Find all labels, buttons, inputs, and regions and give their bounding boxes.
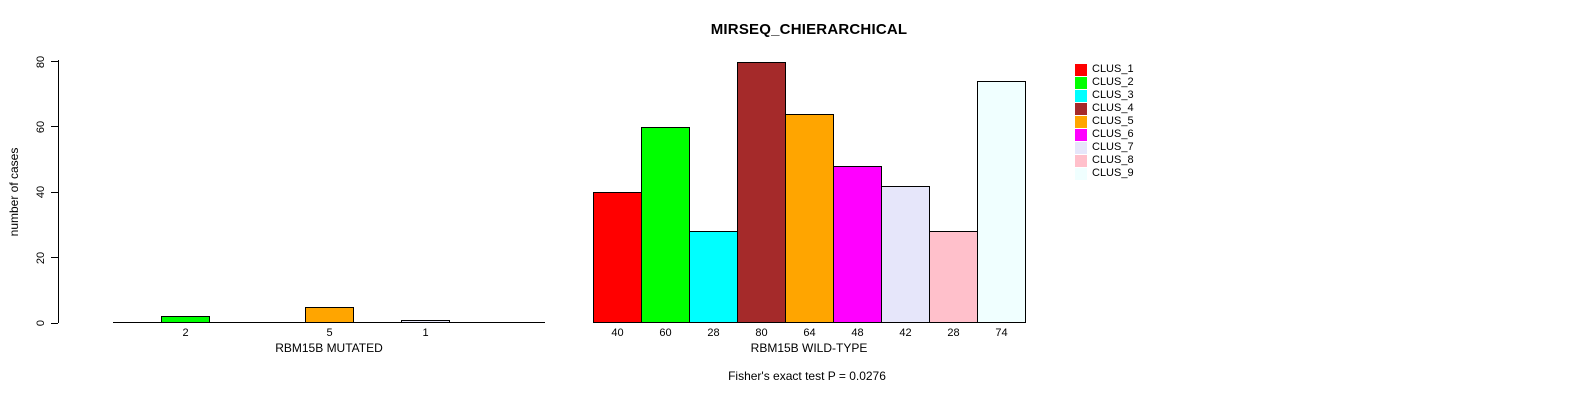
y-axis-tick-label: 40 <box>35 186 47 199</box>
legend-row-clus_9: CLUS_9 <box>1075 167 1134 180</box>
legend-label: CLUS_5 <box>1092 115 1134 127</box>
left-panel-axis-line <box>113 322 545 323</box>
bar-value-label: 28 <box>947 327 960 339</box>
y-axis-tick-label: 20 <box>35 251 47 264</box>
legend-row-clus_2: CLUS_2 <box>1075 76 1134 89</box>
legend-swatch-clus_8 <box>1075 154 1087 167</box>
legend-row-clus_4: CLUS_4 <box>1075 102 1134 115</box>
legend-row-clus_7: CLUS_7 <box>1075 141 1134 154</box>
legend-swatch-clus_3 <box>1075 89 1087 102</box>
left-panel-xlabel: RBM15B MUTATED <box>275 341 383 355</box>
legend-swatch-clus_9 <box>1075 167 1087 180</box>
bar-clus_3-panel2 <box>689 231 738 323</box>
bar-clus_6-panel2 <box>833 166 882 323</box>
bar-value-label: 64 <box>803 327 816 339</box>
legend-row-clus_6: CLUS_6 <box>1075 128 1134 141</box>
legend-swatch-clus_1 <box>1075 63 1087 76</box>
bar-clus_1-panel2 <box>593 192 642 323</box>
legend-swatch-clus_4 <box>1075 102 1087 115</box>
y-axis-tick <box>51 126 58 128</box>
legend-label: CLUS_7 <box>1092 141 1134 153</box>
legend-row-clus_5: CLUS_5 <box>1075 115 1134 128</box>
legend-label: CLUS_8 <box>1092 154 1134 166</box>
y-axis-tick <box>51 61 58 63</box>
y-axis-tick <box>51 257 58 259</box>
legend-label: CLUS_6 <box>1092 128 1134 140</box>
legend-label: CLUS_4 <box>1092 102 1134 114</box>
legend-label: CLUS_2 <box>1092 76 1134 88</box>
y-axis-tick-label: 0 <box>35 319 47 327</box>
legend-label: CLUS_3 <box>1092 89 1134 101</box>
legend-label: CLUS_9 <box>1092 167 1134 179</box>
bar-clus_4-panel2 <box>737 62 786 323</box>
legend-swatch-clus_7 <box>1075 141 1087 154</box>
legend-label: CLUS_1 <box>1092 63 1134 75</box>
bar-clus_5-panel1 <box>305 307 354 323</box>
y-axis-title: number of cases <box>7 147 21 237</box>
bar-value-label: 74 <box>995 327 1008 339</box>
legend-swatch-clus_6 <box>1075 128 1087 141</box>
legend-row-clus_8: CLUS_8 <box>1075 154 1134 167</box>
bar-clus_8-panel2 <box>929 231 978 323</box>
bar-value-label: 80 <box>755 327 768 339</box>
legend-swatch-clus_2 <box>1075 76 1087 89</box>
legend-swatch-clus_5 <box>1075 115 1087 128</box>
chart-title: MIRSEQ_CHIERARCHICAL <box>710 21 908 38</box>
bar-value-label: 28 <box>707 327 720 339</box>
y-axis-line <box>58 60 59 323</box>
bar-value-label: 5 <box>326 327 333 339</box>
bar-value-label: 42 <box>899 327 912 339</box>
y-axis-tick-label: 80 <box>35 55 47 68</box>
y-axis-tick <box>51 191 58 193</box>
bar-value-label: 60 <box>659 327 672 339</box>
bar-clus_2-panel2 <box>641 127 690 323</box>
legend-row-clus_1: CLUS_1 <box>1075 63 1134 76</box>
bar-value-label: 48 <box>851 327 864 339</box>
bar-clus_5-panel2 <box>785 114 834 323</box>
y-axis-tick-label: 60 <box>35 120 47 134</box>
bar-clus_7-panel2 <box>881 186 930 323</box>
legend: CLUS_1 CLUS_2 CLUS_3 CLUS_4 CLUS_5 CLUS_6 CLUS… <box>1075 63 1134 180</box>
y-axis-tick <box>51 322 58 324</box>
bar-value-label: 1 <box>422 327 429 339</box>
bar-value-label: 2 <box>182 327 189 339</box>
legend-row-clus_3: CLUS_3 <box>1075 89 1134 102</box>
bar-value-label: 40 <box>611 327 624 339</box>
bar-clus_9-panel2 <box>977 81 1026 323</box>
right-panel-xlabel: RBM15B WILD-TYPE <box>750 341 868 355</box>
fisher-test-annotation: Fisher's exact test P = 0.0276 <box>728 369 886 383</box>
